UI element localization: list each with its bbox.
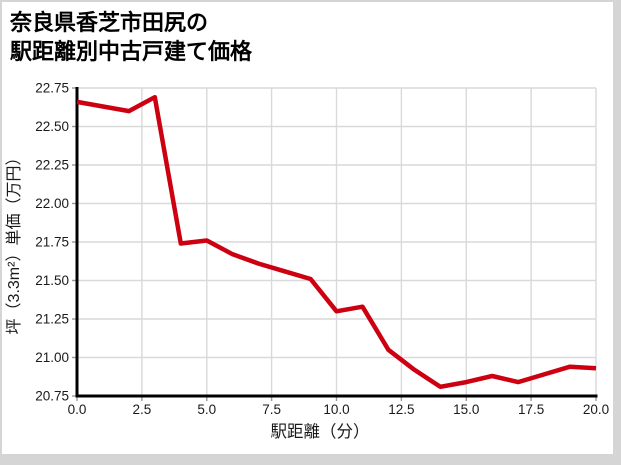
x-tick-label: 7.5 xyxy=(262,402,281,417)
y-tick-label: 22.75 xyxy=(35,81,69,96)
x-tick-label: 0.0 xyxy=(68,402,87,417)
y-axis-title: 坪（3.3m²）単価（万円） xyxy=(5,150,23,335)
x-axis-title: 駅距離（分） xyxy=(271,422,370,441)
y-tick-label: 21.75 xyxy=(35,235,69,250)
y-tick-label: 21.50 xyxy=(35,273,69,288)
chart-canvas: 20.75 21.00 21.25 21.50 21.75 22.00 22.25 22.50… xyxy=(5,81,609,442)
x-tick-label: 12.5 xyxy=(388,402,414,417)
y-tick-label: 22.00 xyxy=(35,196,69,211)
price-data-line xyxy=(76,94,597,390)
y-tick-label: 22.50 xyxy=(35,119,69,134)
y-tick-label: 21.25 xyxy=(35,312,69,327)
x-tick-label: 10.0 xyxy=(323,402,349,417)
chart-title-line-2: 駅距離別中古戸建て価格 xyxy=(10,39,253,64)
x-tick-label: 15.0 xyxy=(453,402,479,417)
x-tick-label: 2.5 xyxy=(133,402,152,417)
y-tick-label: 20.75 xyxy=(35,389,69,404)
x-tick-label: 17.5 xyxy=(518,402,544,417)
chart-title-line-1: 奈良県香芝市田尻の xyxy=(10,10,209,35)
y-tick-label: 22.25 xyxy=(35,158,69,173)
y-tick-label: 21.00 xyxy=(35,350,69,365)
chart-title: 奈良県香芝市田尻の 駅距離別中古戸建て価格 xyxy=(10,8,252,66)
x-tick-label: 5.0 xyxy=(197,402,216,417)
x-tick-label: 20.0 xyxy=(583,402,609,417)
